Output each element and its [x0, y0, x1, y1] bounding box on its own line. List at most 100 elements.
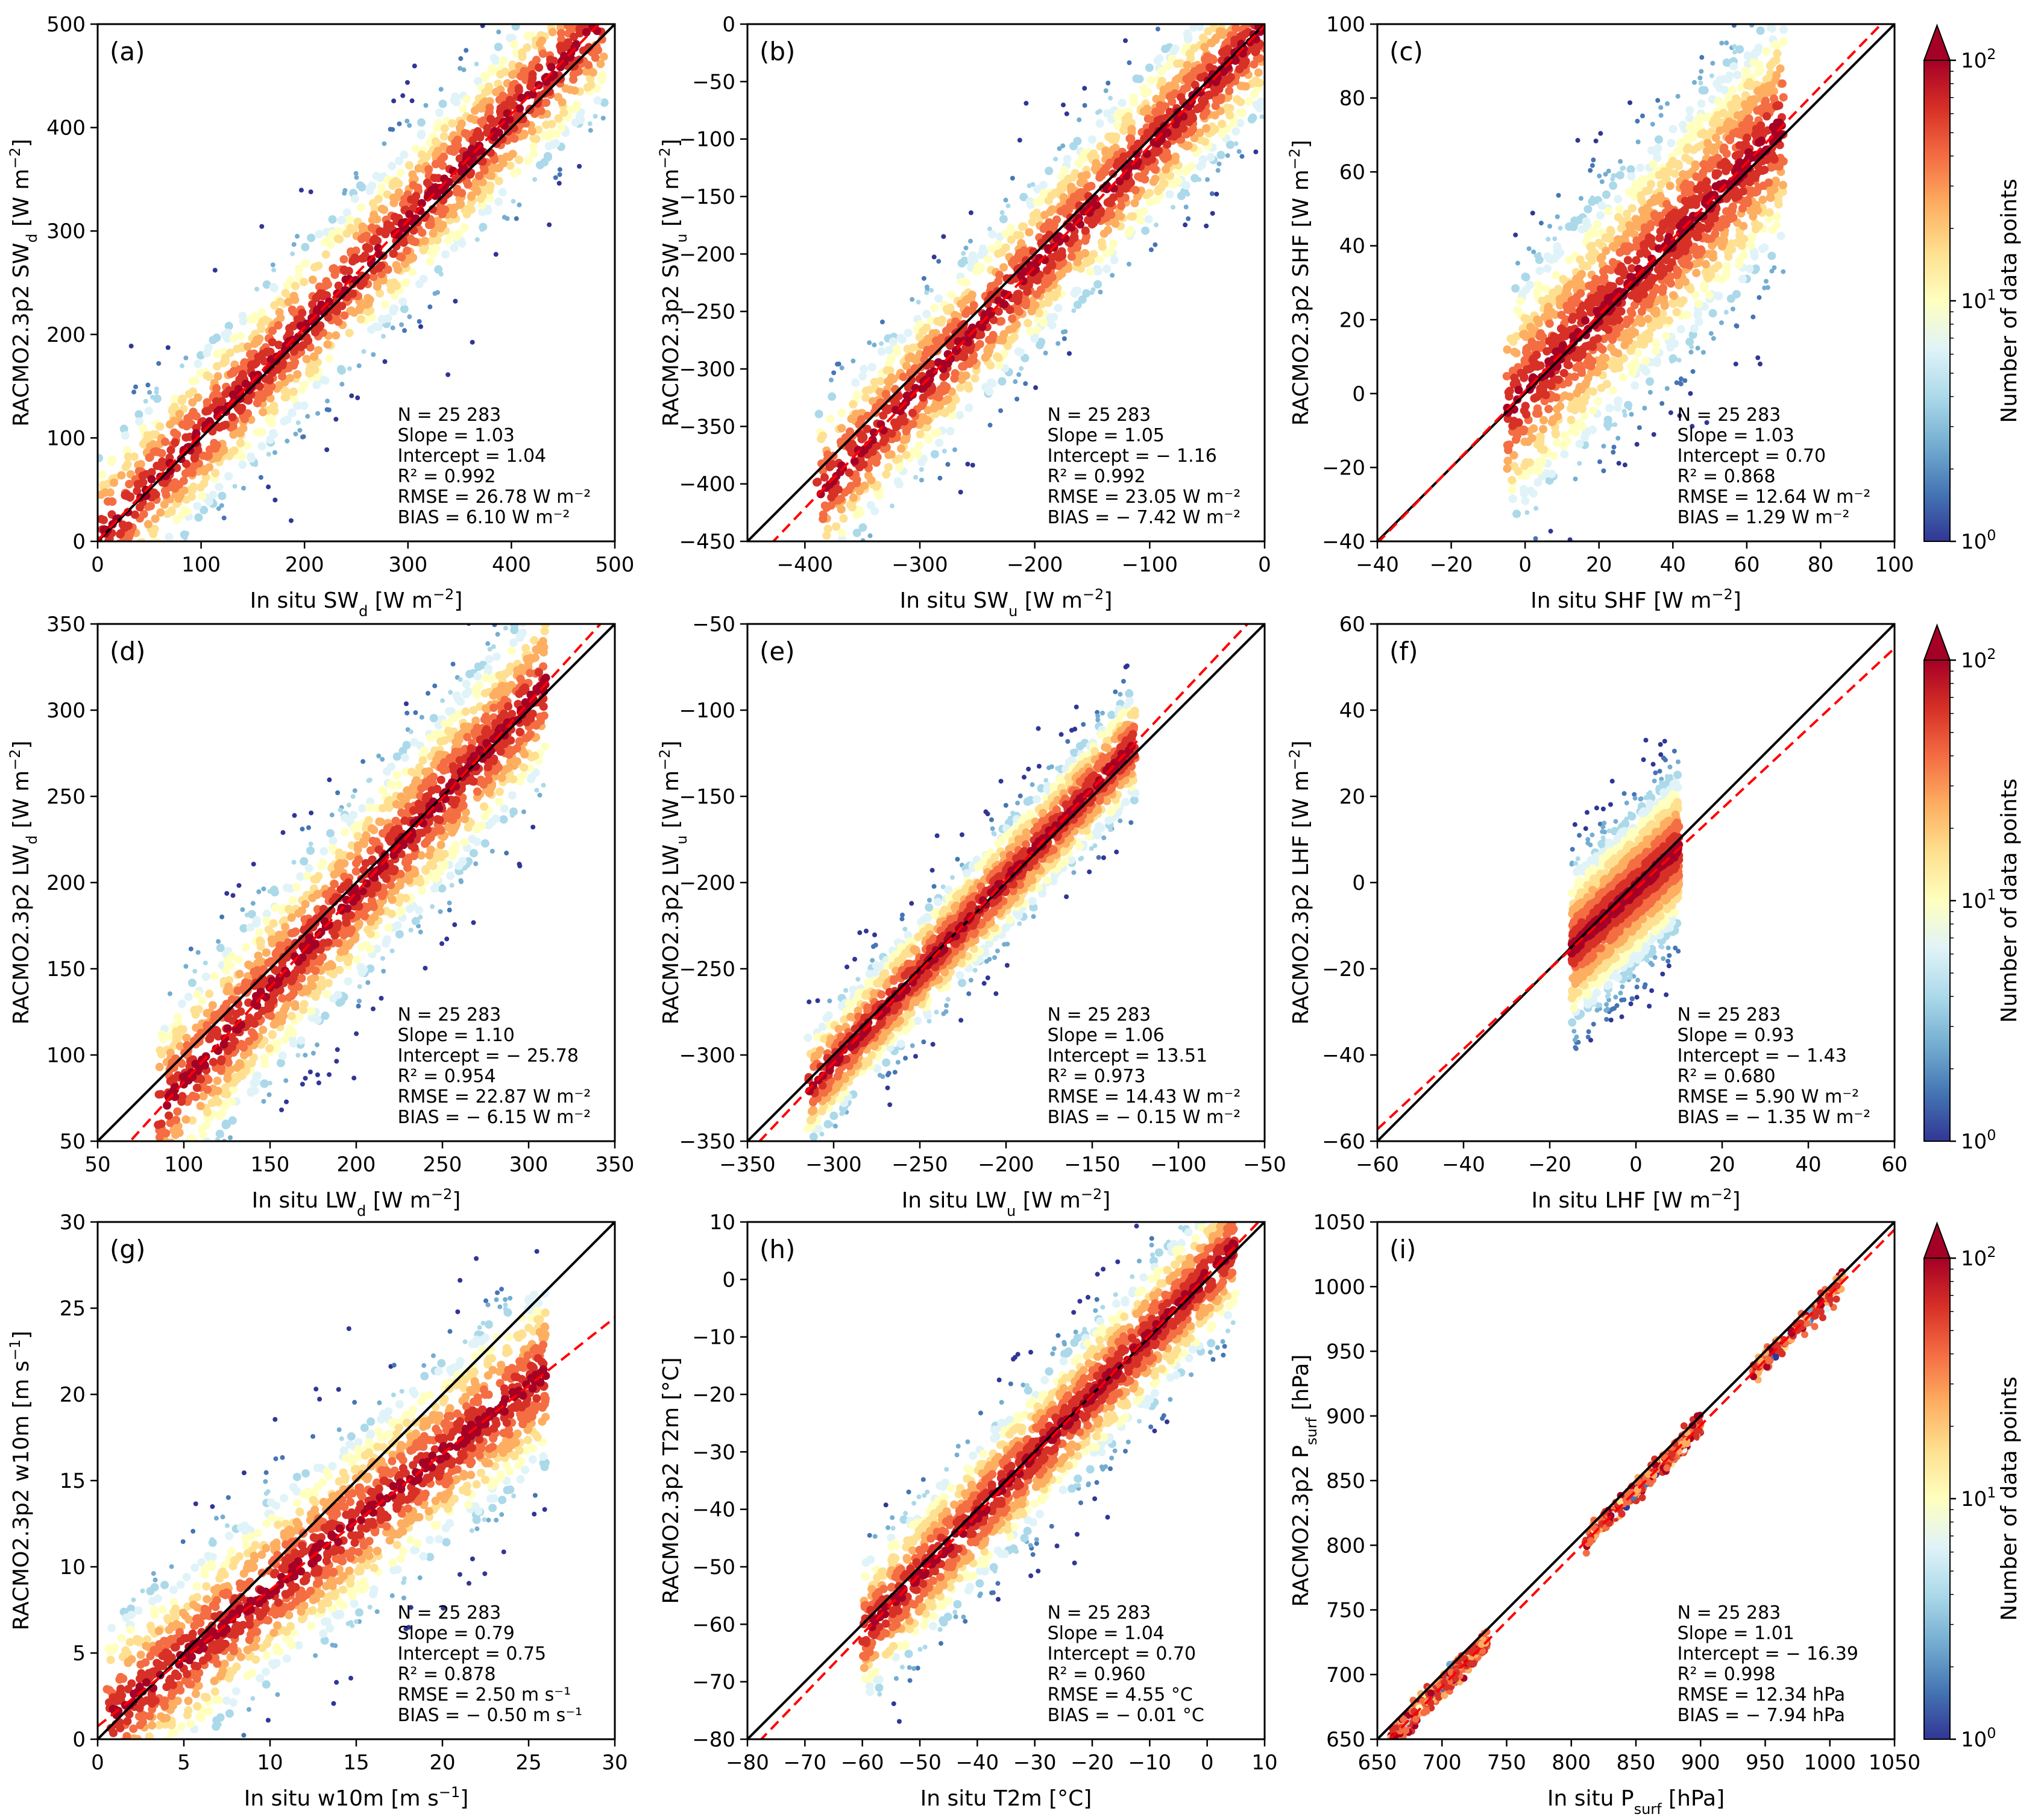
data-point: [1642, 405, 1647, 411]
data-point: [213, 362, 222, 371]
data-point: [1521, 496, 1530, 505]
data-point: [940, 381, 949, 390]
data-point: [474, 171, 483, 180]
data-point: [889, 503, 895, 509]
data-point: [1652, 346, 1661, 355]
data-point: [1236, 149, 1242, 154]
data-point: [119, 424, 128, 433]
data-point: [1640, 113, 1645, 119]
data-point: [1637, 425, 1642, 430]
data-point: [350, 194, 359, 203]
data-point: [884, 462, 893, 471]
data-point: [831, 370, 837, 376]
data-point: [1171, 153, 1180, 162]
data-point: [120, 542, 128, 550]
data-point: [253, 428, 262, 437]
data-point: [389, 198, 398, 207]
data-point: [1108, 95, 1113, 101]
data-point: [960, 256, 969, 265]
data-point: [122, 581, 131, 589]
data-point: [1560, 450, 1569, 459]
data-point: [1593, 138, 1599, 143]
data-point: [389, 304, 398, 313]
data-point: [838, 561, 843, 566]
data-point: [224, 472, 233, 481]
data-point: [1597, 459, 1602, 464]
data-point: [253, 337, 262, 346]
data-point: [356, 363, 362, 368]
data-point: [439, 132, 448, 141]
data-point: [298, 309, 307, 318]
data-point: [1678, 376, 1684, 382]
x-tick-label: −200: [1007, 553, 1063, 577]
data-point: [1102, 249, 1111, 258]
data-point: [335, 235, 344, 244]
data-point: [448, 119, 457, 128]
data-point: [1239, 7, 1248, 16]
data-point: [274, 321, 283, 330]
data-point: [1195, 128, 1204, 137]
data-point: [1601, 468, 1606, 473]
data-point: [1250, 9, 1258, 17]
data-point: [926, 316, 936, 325]
data-point: [1000, 349, 1009, 358]
x-tick-label: 500: [596, 553, 635, 577]
data-point: [574, 13, 582, 22]
data-point: [544, 10, 552, 19]
data-point: [1082, 102, 1087, 108]
data-point: [333, 417, 339, 422]
data-point: [1145, 198, 1154, 207]
data-point: [1028, 218, 1037, 227]
data-point: [561, 84, 570, 93]
x-tick-label: 100: [181, 553, 221, 577]
data-point: [1250, 6, 1259, 14]
data-point: [156, 422, 165, 431]
data-point: [1203, 91, 1212, 100]
data-point: [1244, 97, 1253, 106]
data-point: [879, 341, 884, 347]
data-point: [1598, 131, 1603, 136]
data-point: [342, 229, 351, 238]
data-point: [136, 538, 144, 541]
data-point: [1195, 24, 1204, 31]
data-point: [1711, 336, 1716, 341]
data-point: [884, 450, 893, 459]
data-point: [180, 530, 189, 539]
data-point: [879, 411, 888, 420]
data-point: [511, 24, 520, 31]
data-point: [284, 297, 293, 306]
data-point: [1705, 291, 1714, 300]
data-point: [291, 295, 300, 304]
data-point: [269, 429, 278, 438]
data-point: [1123, 38, 1128, 43]
data-point: [987, 423, 993, 428]
data-point: [850, 457, 859, 466]
data-point: [1615, 204, 1624, 213]
data-point: [474, 61, 479, 67]
data-point: [1103, 109, 1112, 118]
data-point: [1198, 155, 1207, 164]
data-point: [1225, 140, 1234, 150]
data-point: [268, 326, 277, 335]
data-point: [1767, 10, 1772, 15]
data-point: [816, 490, 825, 499]
data-point: [1535, 256, 1544, 265]
data-point: [1173, 115, 1182, 124]
data-point: [1163, 61, 1172, 71]
data-point: [592, 9, 600, 17]
data-point: [1758, 244, 1767, 253]
data-point: [1647, 389, 1653, 395]
data-point: [1538, 221, 1544, 226]
data-point: [514, 216, 519, 221]
data-point: [1760, 5, 1764, 10]
data-point: [514, 156, 523, 165]
data-point: [371, 352, 376, 357]
plot-area: [98, 9, 615, 589]
data-point: [1524, 510, 1530, 515]
data-point: [297, 427, 303, 433]
data-point: [293, 431, 298, 436]
data-point: [1225, 153, 1230, 159]
x-tick-label: 200: [285, 553, 324, 577]
data-point: [1019, 192, 1028, 201]
data-point: [168, 557, 173, 562]
